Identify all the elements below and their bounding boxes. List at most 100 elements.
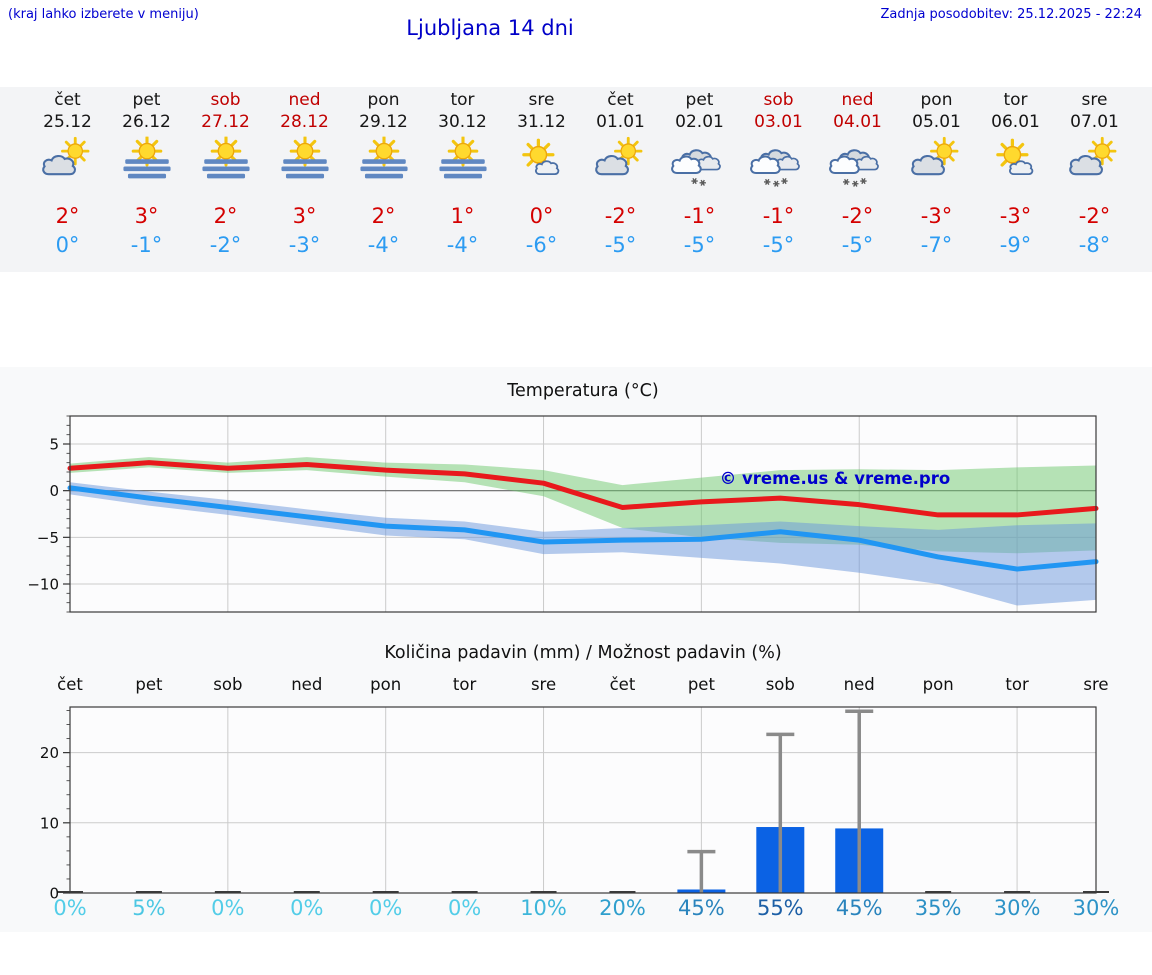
day-date: 25.12 bbox=[43, 112, 92, 132]
sun-fog-icon bbox=[197, 136, 255, 188]
precipitation-probability-row: 0% 5% 0% 0% 0% 0% 10% 20% 45% 55% 45% 35% 30% 30% bbox=[0, 896, 1152, 930]
day-low-temp: 0° bbox=[55, 233, 80, 257]
precip-plot-area bbox=[70, 707, 1096, 893]
day-name: pon bbox=[920, 90, 953, 110]
precip-probability: 0% bbox=[290, 896, 324, 920]
precip-trace-mark bbox=[451, 891, 478, 893]
precip-day-label: sob bbox=[765, 675, 795, 694]
day-name: ned bbox=[841, 90, 874, 110]
precip-day-label: čet bbox=[609, 675, 636, 694]
precipitation-chart-title: Količina padavin (mm) / Možnost padavin … bbox=[384, 643, 782, 663]
precip-day-label: pon bbox=[922, 675, 954, 694]
temperature-chart-title: Temperatura (°C) bbox=[507, 381, 659, 401]
precip-probability: 10% bbox=[520, 896, 567, 920]
day-date: 01.01 bbox=[596, 112, 645, 132]
precip-probability: 0% bbox=[369, 896, 403, 920]
y-tick-label: 0 bbox=[49, 482, 59, 500]
snow-icon bbox=[750, 136, 808, 188]
day-high-temp: 1° bbox=[450, 204, 475, 228]
precip-trace-mark bbox=[293, 891, 320, 893]
day-date: 02.01 bbox=[675, 112, 724, 132]
precip-day-label: tor bbox=[452, 675, 477, 694]
day-low-temp: -3° bbox=[288, 233, 321, 257]
precip-probability: 5% bbox=[132, 896, 166, 920]
day-high-temp: -3° bbox=[999, 204, 1032, 228]
sun-fog-icon bbox=[276, 136, 334, 188]
day-date: 07.01 bbox=[1070, 112, 1119, 132]
precip-probability: 30% bbox=[1072, 896, 1120, 920]
precip-day-label: ned bbox=[291, 675, 323, 694]
precip-probability: 0% bbox=[211, 896, 245, 920]
sun-fog-icon bbox=[118, 136, 176, 188]
day-name: pet bbox=[132, 90, 161, 110]
forecast-day: tor 30.12 1° -4° bbox=[423, 89, 502, 260]
day-high-temp: -1° bbox=[683, 204, 716, 228]
sun-fog-icon bbox=[355, 136, 413, 188]
precip-probability: 35% bbox=[914, 896, 962, 920]
forecast-day: tor 06.01 -3° -9° bbox=[976, 89, 1055, 260]
min-temp-line bbox=[67, 485, 1099, 572]
precip-probability: 30% bbox=[993, 896, 1041, 920]
last-update-text: Zadnja posodobitev: 25.12.2025 - 22:24 bbox=[880, 7, 1142, 22]
precipitation-day-labels: čet pet sob ned pon tor sre čet pet sob ned pon tor s… bbox=[0, 675, 1152, 699]
day-high-temp: -2° bbox=[604, 204, 637, 228]
day-name: sre bbox=[528, 90, 555, 110]
day-high-temp: -1° bbox=[762, 204, 795, 228]
day-high-temp: -2° bbox=[841, 204, 874, 228]
precip-probability: 0% bbox=[53, 896, 87, 920]
day-date: 27.12 bbox=[201, 112, 250, 132]
forecast-day: pon 05.01 -3° -7° bbox=[897, 89, 976, 260]
day-high-temp: 0° bbox=[529, 204, 554, 228]
forecast-day: sre 07.01 -2° -8° bbox=[1055, 89, 1134, 260]
forecast-strip: čet 25.12 2° 0° pet 26.12 3° -1° sob 27.12 2° -2° ne… bbox=[28, 89, 1134, 260]
precip-trace-mark bbox=[135, 891, 162, 893]
precip-probability: 55% bbox=[756, 896, 804, 920]
forecast-day: sob 27.12 2° -2° bbox=[186, 89, 265, 260]
forecast-strip-background bbox=[0, 87, 1152, 272]
day-date: 05.01 bbox=[912, 112, 961, 132]
sun-fog-icon bbox=[434, 136, 492, 188]
precip-trace-mark bbox=[1004, 891, 1031, 893]
day-high-temp: -3° bbox=[920, 204, 953, 228]
precip-day-label: pon bbox=[370, 675, 402, 694]
day-name: pet bbox=[685, 90, 714, 110]
precip-trace-mark bbox=[214, 891, 241, 893]
charts-region: Temperatura (°C) © vreme.us & vreme.pro 5… bbox=[0, 367, 1152, 932]
day-name: ned bbox=[288, 90, 321, 110]
precip-day-label: pet bbox=[687, 675, 715, 694]
precip-day-label: ned bbox=[843, 675, 875, 694]
day-low-temp: -8° bbox=[1078, 233, 1111, 257]
day-name: čet bbox=[54, 90, 81, 110]
forecast-day: pon 29.12 2° -4° bbox=[344, 89, 423, 260]
mostly-sunny-icon bbox=[513, 136, 571, 188]
day-high-temp: 3° bbox=[134, 204, 159, 228]
day-name: tor bbox=[1003, 90, 1028, 110]
forecast-day: sob 03.01 -1° -5° bbox=[739, 89, 818, 260]
precip-trace-mark bbox=[530, 891, 557, 893]
partly-cloudy-icon bbox=[39, 136, 97, 188]
day-date: 28.12 bbox=[280, 112, 329, 132]
precip-day-label: sre bbox=[530, 675, 557, 694]
forecast-day: čet 25.12 2° 0° bbox=[28, 89, 107, 260]
day-name: čet bbox=[607, 90, 634, 110]
precip-day-label: čet bbox=[57, 675, 83, 694]
precip-probability: 45% bbox=[678, 896, 725, 920]
forecast-day: ned 28.12 3° -3° bbox=[265, 89, 344, 260]
day-date: 26.12 bbox=[122, 112, 171, 132]
plot-border bbox=[69, 706, 1097, 894]
menu-hint-link[interactable]: (kraj lahko izberete v meniju) bbox=[8, 7, 199, 22]
day-date: 04.01 bbox=[833, 112, 882, 132]
day-date: 30.12 bbox=[438, 112, 487, 132]
precip-trace-mark bbox=[372, 891, 399, 893]
watermark: © vreme.us & vreme.pro bbox=[720, 469, 950, 488]
precip-probability: 45% bbox=[835, 896, 883, 920]
precip-probability: 0% bbox=[447, 896, 482, 920]
day-high-temp: 3° bbox=[292, 204, 317, 228]
day-high-temp: 2° bbox=[371, 204, 396, 228]
day-low-temp: -5° bbox=[683, 233, 716, 257]
partly-cloudy-icon bbox=[592, 136, 650, 188]
partly-cloudy-icon bbox=[1066, 136, 1124, 188]
day-low-temp: -5° bbox=[604, 233, 637, 257]
day-low-temp: -9° bbox=[999, 233, 1032, 257]
